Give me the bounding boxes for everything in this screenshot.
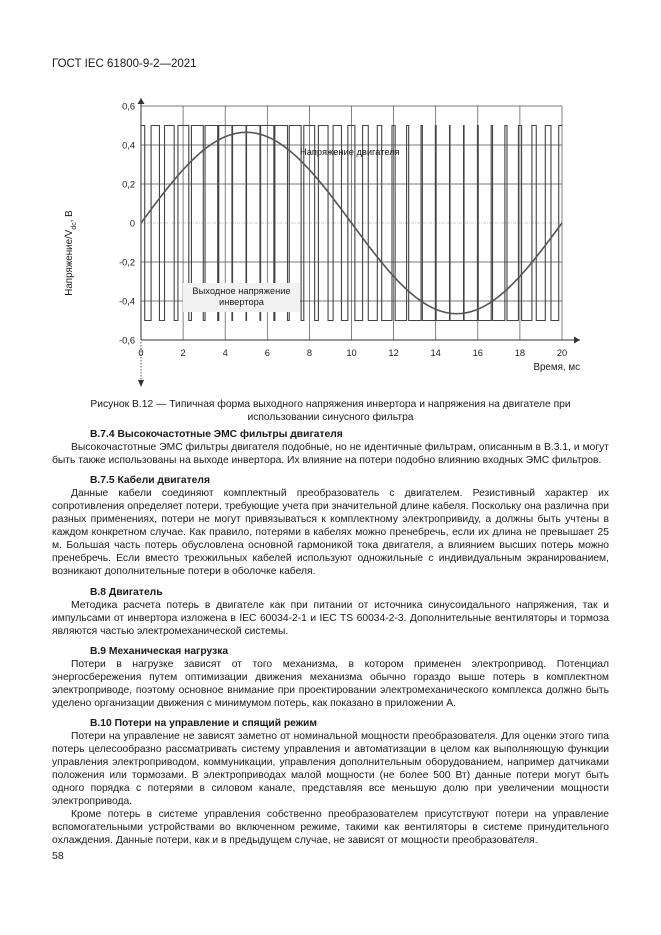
svg-text:Выходное напряжение: Выходное напряжение xyxy=(192,286,290,296)
svg-text:20: 20 xyxy=(557,348,567,358)
svg-text:Время, мс: Время, мс xyxy=(533,362,580,373)
svg-text:14: 14 xyxy=(431,348,441,358)
svg-text:-0,6: -0,6 xyxy=(119,335,135,345)
svg-text:0,4: 0,4 xyxy=(122,140,135,150)
svg-text:-0,4: -0,4 xyxy=(119,296,135,306)
svg-text:2: 2 xyxy=(181,348,186,358)
svg-text:4: 4 xyxy=(223,348,228,358)
svg-text:Напряжение двигателя: Напряжение двигателя xyxy=(300,147,400,157)
svg-text:Напряжение/Vdc, В: Напряжение/Vdc, В xyxy=(64,210,78,296)
svg-text:6: 6 xyxy=(265,348,270,358)
svg-text:инвертора: инвертора xyxy=(219,297,265,307)
svg-text:18: 18 xyxy=(515,348,525,358)
svg-text:0,2: 0,2 xyxy=(122,179,135,189)
svg-text:0: 0 xyxy=(130,218,135,228)
svg-text:10: 10 xyxy=(346,348,356,358)
svg-text:0,6: 0,6 xyxy=(122,101,135,111)
svg-text:-0,2: -0,2 xyxy=(119,257,135,267)
svg-text:8: 8 xyxy=(307,348,312,358)
svg-text:12: 12 xyxy=(388,348,398,358)
svg-text:16: 16 xyxy=(473,348,483,358)
